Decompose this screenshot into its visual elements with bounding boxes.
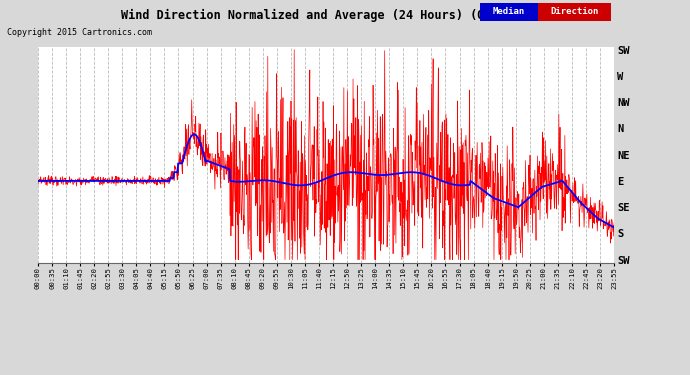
Text: Direction: Direction bbox=[550, 7, 599, 16]
Text: Median: Median bbox=[493, 7, 525, 16]
Text: Wind Direction Normalized and Average (24 Hours) (Old) 20150617: Wind Direction Normalized and Average (2… bbox=[121, 9, 569, 22]
Text: Copyright 2015 Cartronics.com: Copyright 2015 Cartronics.com bbox=[7, 28, 152, 37]
